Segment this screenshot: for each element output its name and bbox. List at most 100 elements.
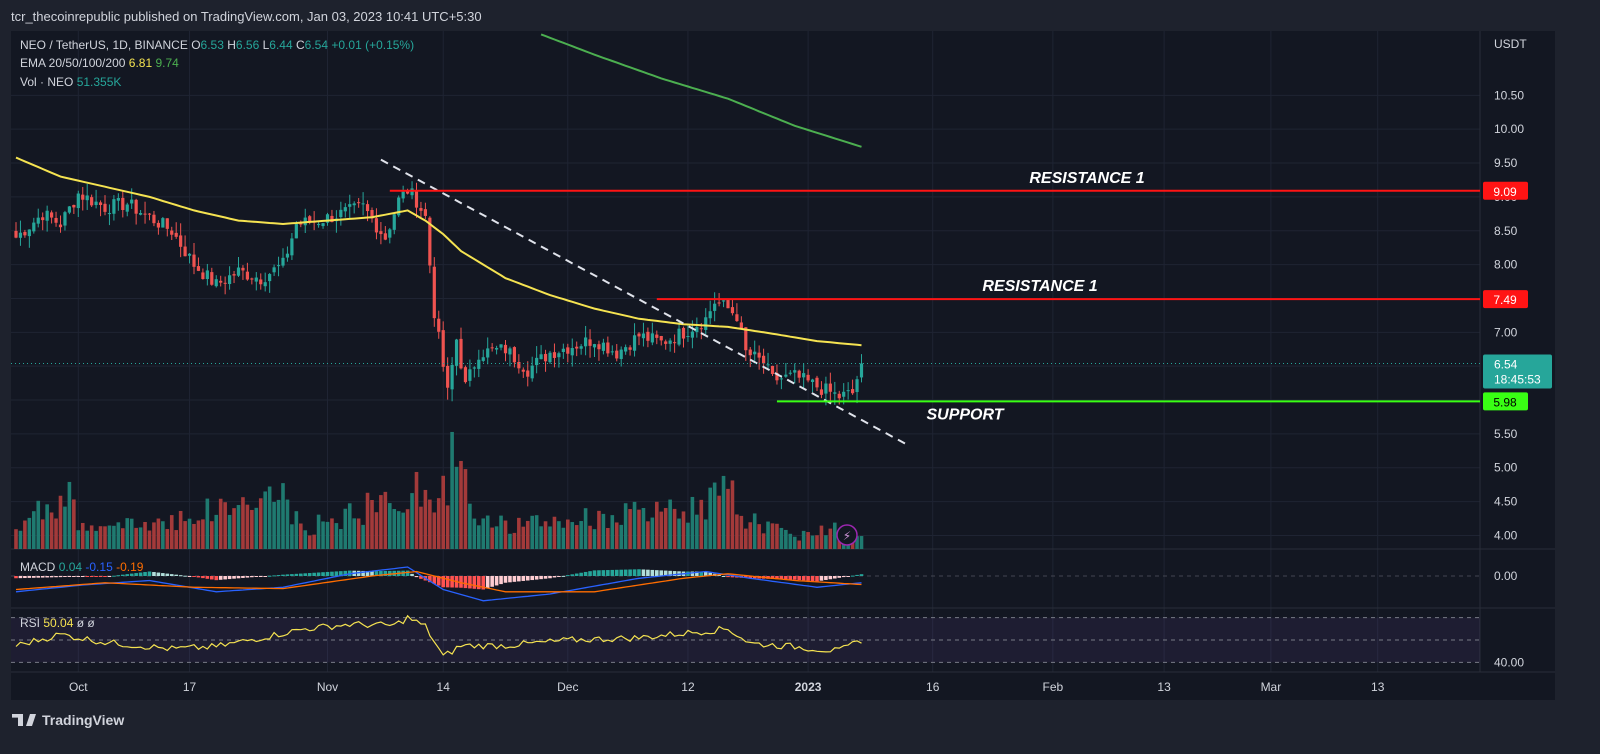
candle-body bbox=[543, 353, 548, 362]
rsi-na-1: ø bbox=[76, 616, 85, 630]
time-axis[interactable]: Oct 17 Nov 14 Dec 12 2023 16 Feb 13 Mar 13 bbox=[69, 680, 1385, 694]
ema-legend[interactable]: EMA 20/50/100/200 6.81 9.74 bbox=[20, 56, 179, 70]
candle-body bbox=[802, 373, 806, 378]
close-value: 6.54 bbox=[304, 38, 329, 52]
candle-body bbox=[810, 379, 815, 383]
tv-logo-dot-icon bbox=[26, 714, 36, 726]
macd-hist-bar bbox=[370, 571, 374, 576]
candle-body bbox=[463, 367, 468, 383]
volume-bar bbox=[712, 482, 717, 549]
volume-bar bbox=[365, 492, 370, 549]
volume-bar bbox=[58, 495, 63, 549]
candle-body bbox=[259, 279, 263, 285]
volume-bar bbox=[103, 526, 107, 549]
macd-hist-bar bbox=[770, 576, 775, 579]
candle-body bbox=[245, 271, 249, 280]
macd-hist-bar bbox=[325, 571, 330, 576]
candle-body bbox=[125, 204, 129, 212]
volume-bar bbox=[174, 530, 178, 549]
macd-hist-bar bbox=[49, 576, 54, 578]
volume-bar bbox=[392, 509, 397, 549]
macd-hist-bar bbox=[419, 576, 423, 579]
macd-hist-bar bbox=[841, 576, 846, 578]
macd-hist-bar bbox=[45, 576, 49, 578]
candle-body bbox=[165, 218, 169, 229]
candle-body bbox=[472, 367, 476, 369]
candle-body bbox=[397, 197, 401, 216]
candle-body bbox=[695, 327, 699, 333]
macd-hist-bar bbox=[263, 576, 267, 577]
volume-bar bbox=[165, 529, 170, 549]
volume-bar bbox=[623, 503, 628, 549]
candle-body bbox=[855, 379, 859, 393]
candle-body bbox=[454, 339, 459, 366]
volume-bar bbox=[646, 521, 650, 549]
candle-body bbox=[828, 383, 832, 392]
volume-bar bbox=[592, 529, 597, 549]
candle-body bbox=[103, 203, 107, 212]
candle-body bbox=[450, 364, 454, 390]
candle-body bbox=[41, 217, 45, 221]
macd-hist-bar bbox=[254, 576, 259, 577]
macd-hist-bar bbox=[752, 576, 757, 579]
candle-body bbox=[637, 333, 641, 337]
candle-body bbox=[285, 253, 290, 258]
candle-body bbox=[486, 348, 490, 358]
volume-bar bbox=[241, 497, 245, 549]
macd-hist-bar bbox=[557, 576, 561, 577]
macd-hist-bar bbox=[245, 576, 250, 578]
volume-bar bbox=[779, 527, 784, 549]
volume-legend[interactable]: Vol · NEO 51.355K bbox=[20, 75, 121, 89]
volume-bar bbox=[147, 530, 152, 549]
candle-body bbox=[290, 238, 294, 256]
volume-bar bbox=[14, 529, 18, 549]
candle-body bbox=[228, 275, 232, 285]
volume-bar bbox=[121, 528, 125, 549]
candle-body bbox=[730, 307, 735, 314]
macd-hist-bar bbox=[312, 572, 316, 576]
candle-body bbox=[419, 208, 423, 211]
candle-body bbox=[664, 341, 668, 344]
volume-bar bbox=[272, 501, 276, 549]
candle-body bbox=[410, 188, 414, 196]
macd-hist-bar bbox=[784, 576, 788, 580]
candle-body bbox=[770, 365, 775, 374]
price-axis[interactable]: 4.004.505.005.506.006.507.007.508.008.50… bbox=[1483, 37, 1552, 669]
rsi-legend[interactable]: RSI 50.04 ø ø bbox=[20, 616, 95, 630]
candle-body bbox=[757, 352, 761, 358]
candle-body bbox=[632, 335, 637, 351]
candle-body bbox=[67, 206, 71, 213]
open-label: O bbox=[191, 38, 201, 52]
volume-bar bbox=[94, 530, 98, 549]
candle-body bbox=[58, 224, 63, 228]
candle-body bbox=[152, 214, 156, 224]
symbol-name[interactable]: NEO / TetherUS, 1D, BINANCE bbox=[20, 38, 188, 52]
macd-hist-bar bbox=[129, 573, 134, 576]
rsi-label: RSI bbox=[20, 616, 41, 630]
candle-body bbox=[512, 347, 516, 363]
volume-bar bbox=[632, 501, 637, 549]
candle-body bbox=[357, 202, 361, 204]
volume-bar bbox=[343, 508, 348, 549]
volume-bar bbox=[855, 536, 859, 549]
volume-bar bbox=[196, 520, 201, 549]
lightning-icon bbox=[836, 524, 858, 546]
volume-bar bbox=[27, 517, 32, 549]
macd-hist-bar bbox=[80, 576, 85, 577]
macd-hist-bar bbox=[294, 573, 299, 576]
tradingview-logo[interactable]: TradingView bbox=[12, 712, 124, 728]
volume-bar bbox=[227, 514, 232, 549]
candle-body bbox=[317, 224, 321, 226]
candle-body bbox=[63, 212, 67, 226]
high-label: H bbox=[227, 38, 236, 52]
macd-legend[interactable]: MACD 0.04 -0.15 -0.19 bbox=[20, 560, 143, 574]
candle-body bbox=[624, 347, 628, 352]
volume-bar bbox=[107, 525, 112, 549]
candle-body bbox=[668, 340, 672, 344]
candle-body bbox=[383, 233, 387, 240]
macd-hist-bar bbox=[517, 576, 521, 582]
macd-hist-bar bbox=[374, 571, 379, 576]
candle-body bbox=[606, 342, 610, 354]
candle-body bbox=[18, 232, 23, 238]
